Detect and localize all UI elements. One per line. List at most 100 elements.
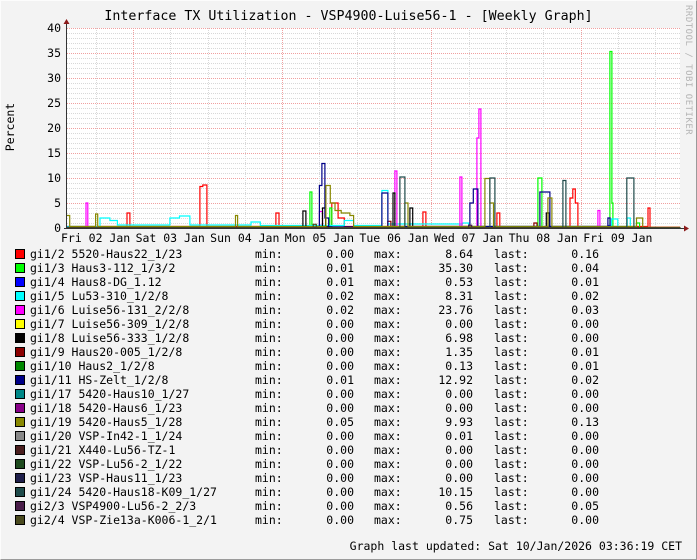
min-value: 0.00 <box>326 457 354 471</box>
max-value: 0.00 <box>445 387 473 401</box>
min-label: min: <box>255 289 283 303</box>
x-axis-arrow-icon <box>684 225 689 232</box>
legend-row: gi1/24 5420-Haus18-K09_1/27 min: 0.00 max: 1… <box>0 485 697 499</box>
legend-row: gi1/8 Luise56-333_1/2/8 min: 0.00 max: 6.98 l… <box>0 331 697 345</box>
legend-color-swatch <box>15 403 25 413</box>
legend-color-swatch <box>15 319 25 329</box>
last-label: last: <box>494 275 529 289</box>
legend-row: gi1/22 VSP-Lu56-2_1/22 min: 0.00 max: 0.00 la… <box>0 457 697 471</box>
legend-row: gi1/17 5420-Haus10_1/27 min: 0.00 max: 0.00 l… <box>0 387 697 401</box>
max-value: 6.98 <box>445 331 473 345</box>
min-value: 0.00 <box>326 317 354 331</box>
max-label: max: <box>374 415 402 429</box>
max-label: max: <box>374 303 402 317</box>
x-tick-label: Fri 09 Jan <box>583 231 652 245</box>
max-value: 0.53 <box>445 275 473 289</box>
min-label: min: <box>255 457 283 471</box>
max-label: max: <box>374 457 402 471</box>
last-label: last: <box>494 499 529 513</box>
min-label: min: <box>255 401 283 415</box>
last-label: last: <box>494 471 529 485</box>
legend-series-name: gi1/10 Haus2_1/2/8 <box>30 359 155 373</box>
last-value: 0.00 <box>571 401 599 415</box>
legend-row: gi1/10 Haus2_1/2/8 min: 0.00 max: 0.13 last: 0… <box>0 359 697 373</box>
min-value: 0.01 <box>326 261 354 275</box>
legend-color-swatch <box>15 291 25 301</box>
last-label: last: <box>494 289 529 303</box>
min-label: min: <box>255 331 283 345</box>
legend-series-name: gi1/3 Haus3-112_1/3/2 <box>30 261 176 275</box>
legend-row: gi1/4 Haus8-DG_1.12 min: 0.01 max: 0.53 last:… <box>0 275 697 289</box>
y-tick-label: 30 <box>47 71 61 85</box>
last-value: 0.00 <box>571 471 599 485</box>
max-value: 0.00 <box>445 443 473 457</box>
last-label: last: <box>494 387 529 401</box>
legend-series-name: gi1/9 Haus20-005_1/2/8 <box>30 345 183 359</box>
min-value: 0.02 <box>326 289 354 303</box>
min-label: min: <box>255 275 283 289</box>
last-value: 0.00 <box>571 429 599 443</box>
legend-series-name: gi1/22 VSP-Lu56-2_1/22 <box>30 457 183 471</box>
max-label: max: <box>374 247 402 261</box>
min-label: min: <box>255 359 283 373</box>
min-value: 0.00 <box>326 345 354 359</box>
max-label: max: <box>374 331 402 345</box>
min-value: 0.01 <box>326 275 354 289</box>
legend-row: gi1/19 5420-Haus5_1/28 min: 0.05 max: 9.93 la… <box>0 415 697 429</box>
last-label: last: <box>494 485 529 499</box>
last-label: last: <box>494 443 529 457</box>
min-label: min: <box>255 415 283 429</box>
max-value: 0.00 <box>445 457 473 471</box>
last-label: last: <box>494 429 529 443</box>
min-value: 0.00 <box>326 471 354 485</box>
last-value: 0.03 <box>571 303 599 317</box>
legend-row: gi1/7 Luise56-309_1/2/8 min: 0.00 max: 0.00 l… <box>0 317 697 331</box>
last-value: 0.02 <box>571 289 599 303</box>
x-tick-label: Tue 06 Jan <box>359 231 428 245</box>
legend-row: gi1/3 Haus3-112_1/3/2 min: 0.01 max: 35.30 la… <box>0 261 697 275</box>
min-value: 0.01 <box>326 373 354 387</box>
max-label: max: <box>374 275 402 289</box>
min-value: 0.00 <box>326 443 354 457</box>
legend-series-name: gi1/11 HS-Zelt_1/2/8 <box>30 373 169 387</box>
legend-row: gi2/3 VSP4900-Lu56-2_2/3 min: 0.00 max: 0.56… <box>0 499 697 513</box>
min-value: 0.00 <box>326 429 354 443</box>
max-label: max: <box>374 471 402 485</box>
chart-title: Interface TX Utilization - VSP4900-Luise… <box>104 9 593 24</box>
legend-series-name: gi1/18 5420-Haus6_1/23 <box>30 401 183 415</box>
min-value: 0.00 <box>326 387 354 401</box>
legend-color-swatch <box>15 445 25 455</box>
legend-series-name: gi2/3 VSP4900-Lu56-2_2/3 <box>30 499 197 513</box>
plot-area: 0 5 10 15 20 25 30 35 40 Fri 02 Jan Sat 03 Jan Sun … <box>47 19 689 245</box>
legend-row: gi1/20 VSP-In42-1_1/24 min: 0.00 max: 0.01 la… <box>0 429 697 443</box>
min-label: min: <box>255 317 283 331</box>
max-value: 35.30 <box>438 261 473 275</box>
legend-row: gi1/23 VSP-Haus11_1/23 min: 0.00 max: 0.00 la… <box>0 471 697 485</box>
last-value: 0.01 <box>571 345 599 359</box>
legend-series-name: gi1/6 Luise56-131_2/2/8 <box>30 303 190 317</box>
min-label: min: <box>255 345 283 359</box>
min-value: 0.05 <box>326 415 354 429</box>
min-value: 0.00 <box>326 401 354 415</box>
x-tick-label: Wed 07 Jan <box>434 231 503 245</box>
max-value: 1.35 <box>445 345 473 359</box>
legend-row: gi1/18 5420-Haus6_1/23 min: 0.00 max: 0.00 la… <box>0 401 697 415</box>
legend-color-swatch <box>15 333 25 343</box>
legend-row: gi1/9 Haus20-005_1/2/8 min: 0.00 max: 1.35 la… <box>0 345 697 359</box>
last-value: 0.02 <box>571 373 599 387</box>
min-label: min: <box>255 443 283 457</box>
legend-color-swatch <box>15 249 25 259</box>
max-value: 0.00 <box>445 471 473 485</box>
max-value: 10.15 <box>438 485 473 499</box>
legend-series-name: gi1/4 Haus8-DG_1.12 <box>30 275 162 289</box>
legend-series-name: gi1/24 5420-Haus18-K09_1/27 <box>30 485 217 499</box>
y-tick-label: 15 <box>47 146 61 160</box>
legend-color-swatch <box>15 305 25 315</box>
max-label: max: <box>374 443 402 457</box>
legend-series-name: gi1/7 Luise56-309_1/2/8 <box>30 317 190 331</box>
max-label: max: <box>374 373 402 387</box>
min-value: 0.00 <box>326 485 354 499</box>
legend-row: gi1/6 Luise56-131_2/2/8 min: 0.02 max: 23.76… <box>0 303 697 317</box>
rrdtool-credit: RRDTOOL / TOBI OETIKER <box>683 5 693 136</box>
legend-series-name: gi1/21 X440-Lu56-TZ-1 <box>30 443 176 457</box>
